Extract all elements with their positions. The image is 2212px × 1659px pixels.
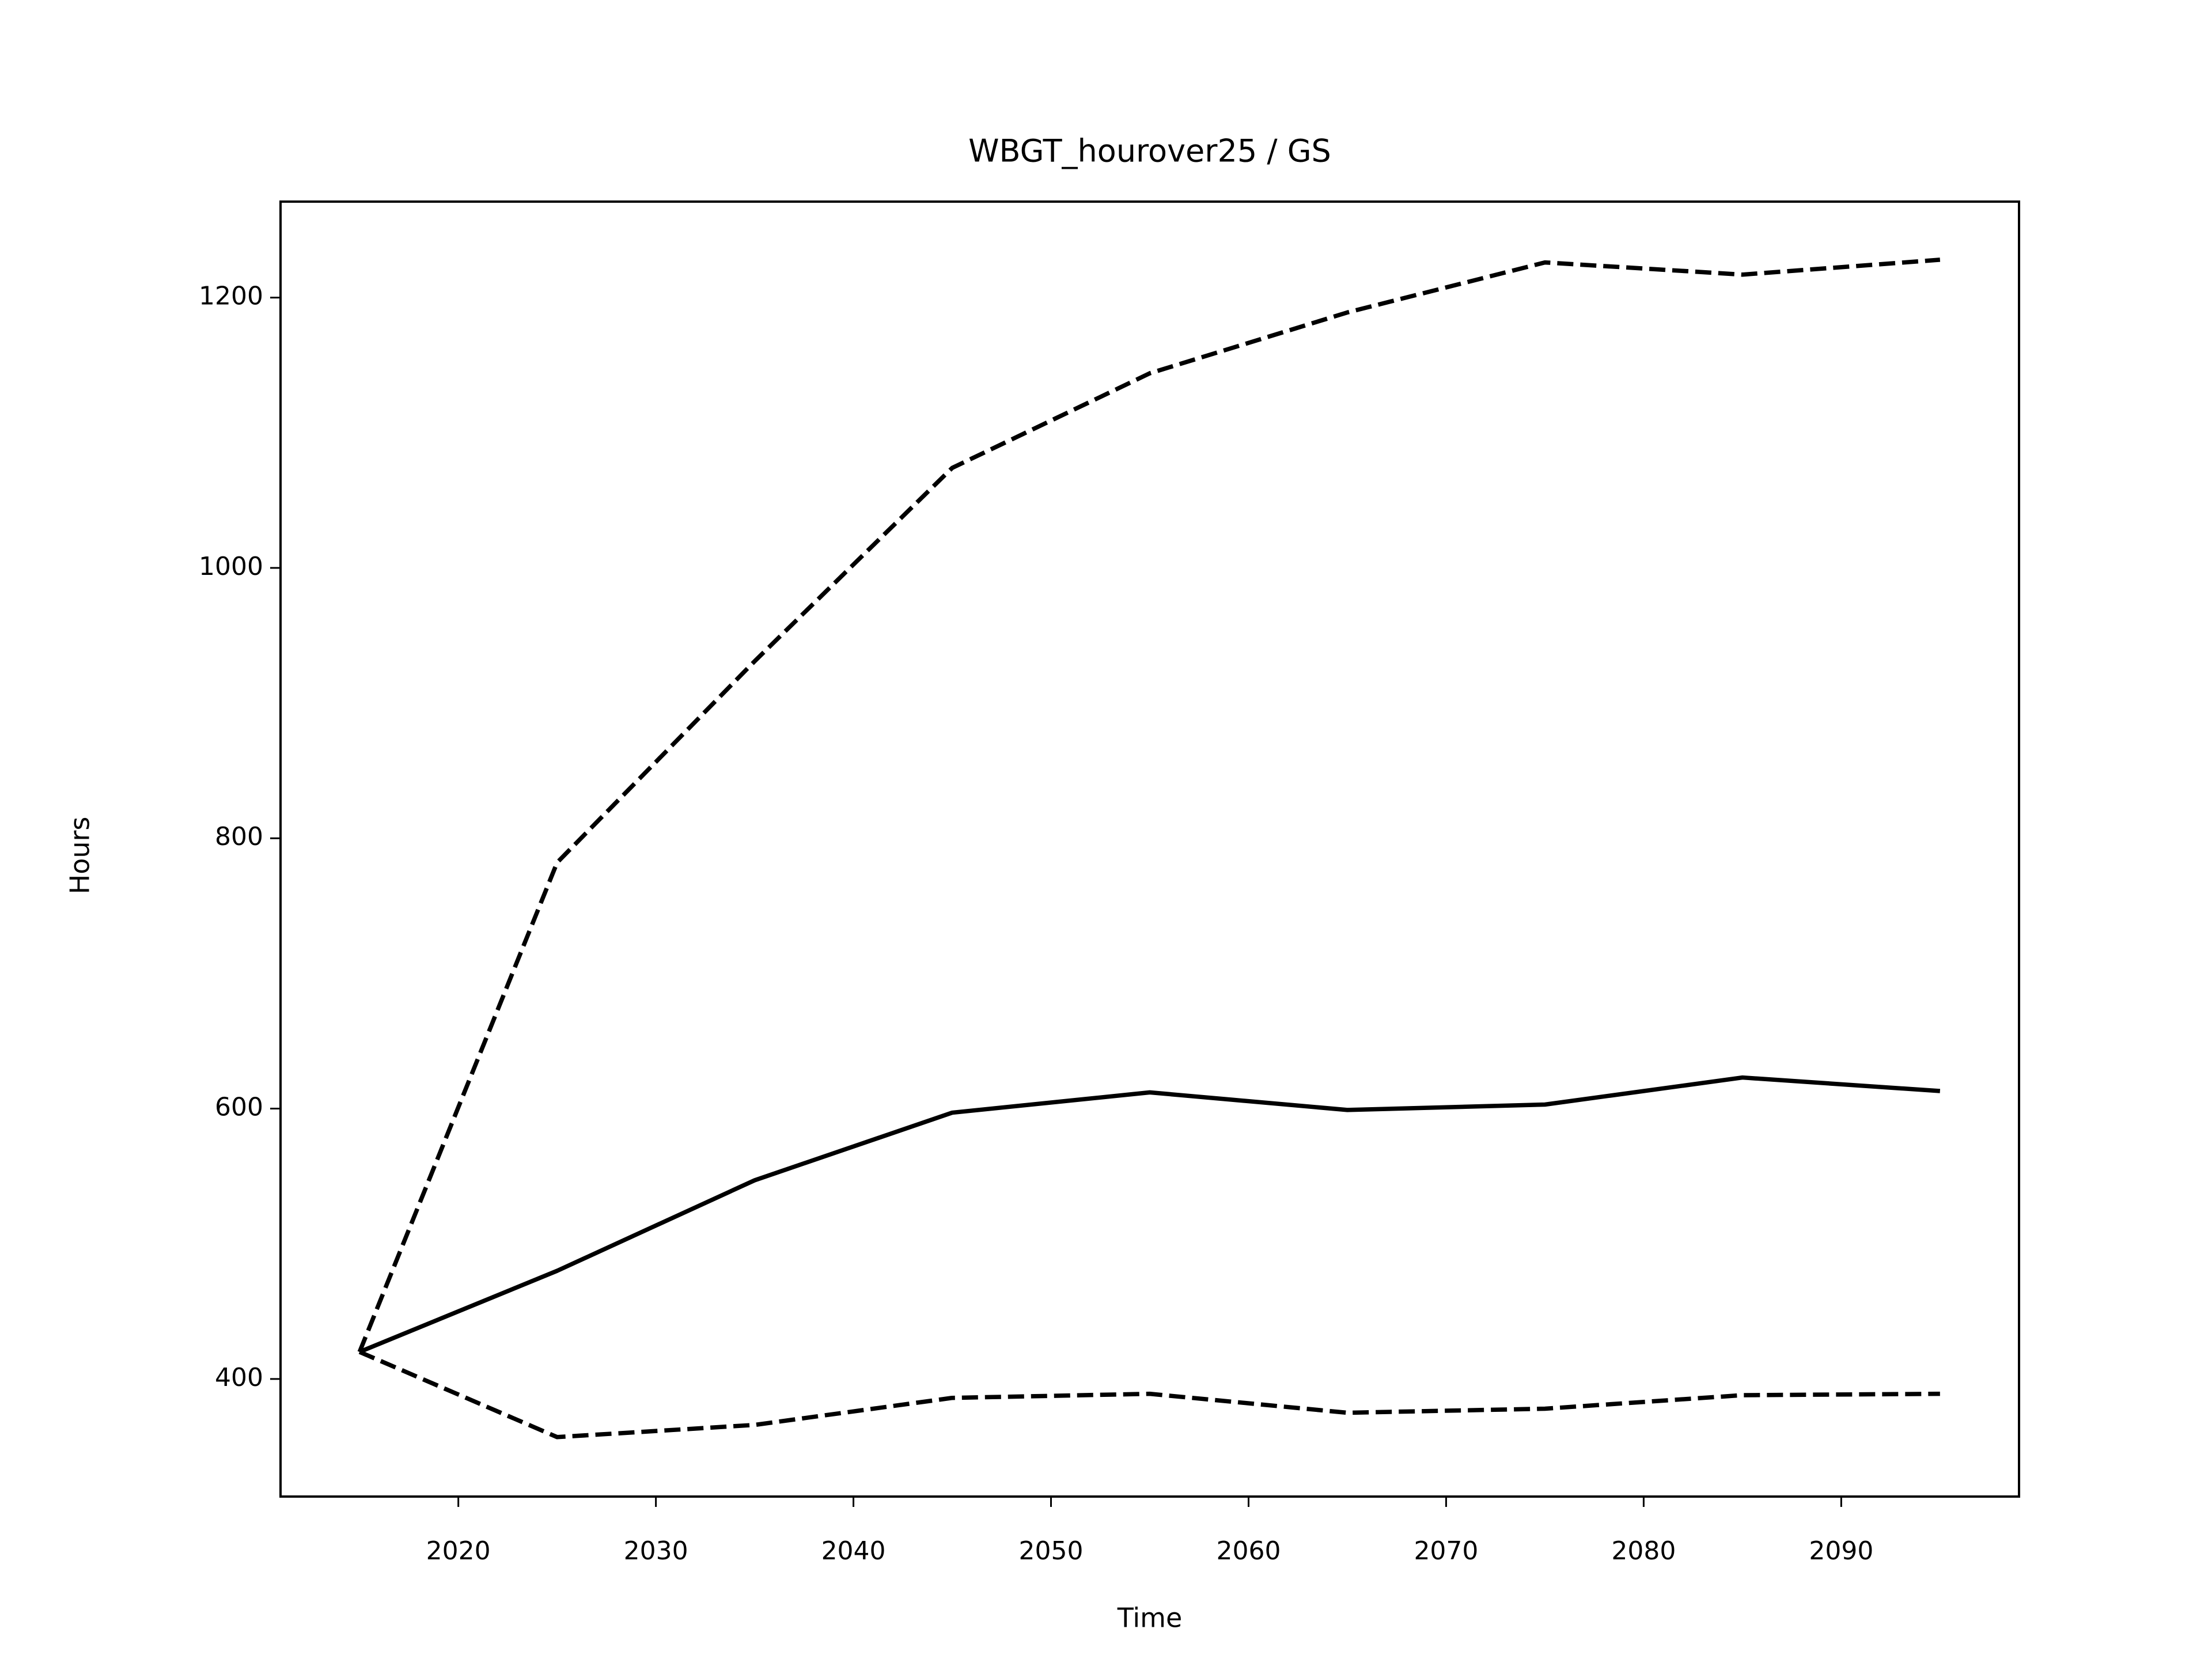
y-tick-label: 400 — [215, 1363, 263, 1392]
x-tick-label: 2050 — [1019, 1536, 1084, 1566]
plot-frame — [279, 200, 2020, 1498]
x-tick-label: 2020 — [426, 1536, 491, 1566]
chart-title: WBGT_hourover25 / GS — [968, 133, 1331, 169]
x-axis-label: Time — [1117, 1603, 1183, 1634]
x-tick-label: 2030 — [624, 1536, 688, 1566]
y-axis-label: Hours — [65, 817, 96, 895]
x-tick-label: 2070 — [1414, 1536, 1478, 1566]
x-tick-label: 2080 — [1611, 1536, 1676, 1566]
x-tick-label: 2090 — [1809, 1536, 1873, 1566]
y-tick-label: 600 — [215, 1093, 263, 1122]
y-tick-label: 800 — [215, 822, 263, 851]
series-line — [358, 1075, 1941, 1354]
x-tick-label: 2040 — [821, 1536, 886, 1566]
x-tick-label: 2060 — [1216, 1536, 1281, 1566]
series-line — [357, 257, 1941, 1353]
y-tick-label: 1000 — [199, 552, 263, 581]
series-line — [358, 1350, 1940, 1440]
y-tick-label: 1200 — [199, 282, 263, 311]
